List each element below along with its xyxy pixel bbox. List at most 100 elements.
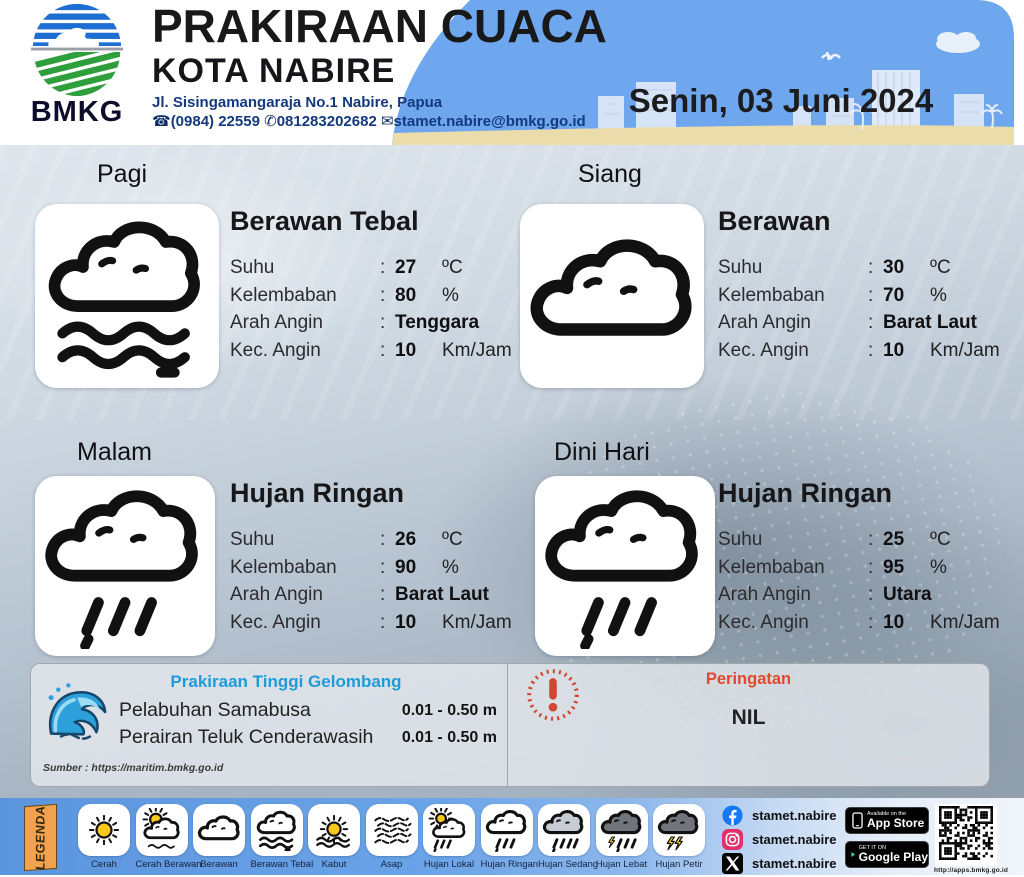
legend-items: Cerah Cerah Berawan Berawan Berawan Teba…: [78, 804, 705, 870]
store-badges: Available on the App Store GET IT ON Googl…: [845, 807, 929, 875]
metric-row-kec-angin: Kec. Angin : 10 Km/Jam: [230, 609, 525, 637]
mobile-phone-icon: ✆: [264, 113, 277, 130]
metric-colon: :: [868, 556, 874, 578]
cerah-berawan-icon: [135, 804, 188, 856]
metric-colon: :: [380, 257, 386, 278]
cloud-art: [936, 32, 980, 53]
weather-icon-card: [35, 204, 219, 388]
legend-item: Berawan Tebal: [250, 804, 314, 870]
legend-item: Hujan Petir: [653, 804, 705, 870]
metric-label: Kelembaban: [718, 556, 825, 578]
legend-item: Asap: [365, 804, 418, 870]
period-label: Siang: [578, 160, 642, 188]
warning-title: Peringatan: [705, 670, 792, 688]
metric-row-suhu: Suhu : 25 ºC: [718, 526, 1013, 554]
metric-label: Kec. Angin: [718, 339, 809, 361]
social-row-instagram: stamet.nabire: [722, 829, 837, 850]
qr-code: [935, 804, 997, 866]
legend-label: Cerah Berawan: [135, 859, 202, 870]
metric-row-suhu: Suhu : 26 ºC: [230, 526, 525, 554]
google-play-badge: GET IT ON Google Play: [845, 841, 929, 868]
warning-value: NIL: [731, 706, 766, 729]
bottom-info-box: Prakiraan Tinggi Gelombang Pelabuhan Sam…: [30, 663, 990, 787]
legend-label: Hujan Sedang: [538, 859, 599, 870]
legend-label: Berawan Tebal: [250, 859, 314, 870]
legend-item: Kabut: [308, 804, 360, 870]
metric-label: Suhu: [718, 257, 763, 278]
metric-value: 10: [395, 611, 417, 633]
metric-value: 10: [883, 339, 905, 361]
legend-item: Hujan Lebat: [595, 804, 648, 870]
kabut-icon: [308, 804, 360, 856]
panel-dini-hari: Dini Hari Hujan Ringan Suhu : 25 ºC Kele…: [535, 438, 1024, 693]
metric-colon: :: [380, 284, 386, 306]
legend-bar: LEGENDA Cerah Cerah Berawan Berawan Bera…: [0, 798, 1024, 875]
instagram-handle: stamet.nabire: [752, 832, 837, 847]
metric-label: Suhu: [718, 529, 763, 550]
metric-label: Suhu: [230, 257, 275, 278]
qr-caption: http://apps.bmkg.go.id: [934, 867, 1009, 874]
metric-colon: :: [868, 611, 874, 633]
x-handle: stamet.nabire: [752, 856, 837, 871]
badge-line1: GET IT ON: [858, 845, 886, 851]
metric-value: 90: [395, 556, 417, 578]
legend-item: Berawan: [193, 804, 245, 870]
metric-unit: ºC: [930, 529, 951, 550]
contact-line: ☎(0984) 22559 ✆081283202682 ✉stamet.nabi…: [152, 112, 607, 132]
metric-value: Barat Laut: [395, 584, 489, 605]
legend-label: Berawan: [200, 859, 238, 870]
metric-colon: :: [380, 339, 386, 361]
metric-row-arah-angin: Arah Angin : Barat Laut: [230, 581, 525, 609]
metric-unit: %: [442, 284, 459, 306]
wave-forecast-title: Prakiraan Tinggi Gelombang: [170, 672, 402, 691]
condition-title: Berawan: [718, 206, 831, 236]
wave-forecast-section: Prakiraan Tinggi Gelombang Pelabuhan Sam…: [31, 664, 507, 786]
period-info: Hujan Ringan Suhu : 25 ºC Kelembaban : 9…: [718, 478, 1013, 636]
wave-location: Perairan Teluk Cenderawasih: [119, 726, 374, 748]
metric-colon: :: [380, 312, 386, 333]
metric-colon: :: [868, 284, 874, 306]
badge-line2: App Store: [867, 816, 925, 830]
legend-item: Hujan Ringan: [480, 804, 538, 870]
wave-location: Pelabuhan Samabusa: [119, 699, 311, 721]
facebook-handle: stamet.nabire: [752, 808, 837, 823]
metric-row-arah-angin: Arah Angin : Utara: [718, 581, 1013, 609]
metric-colon: :: [868, 529, 874, 550]
metric-unit: Km/Jam: [442, 339, 512, 361]
metric-row-suhu: Suhu : 27 ºC: [230, 254, 525, 282]
metric-colon: :: [868, 584, 874, 605]
metric-label: Arah Angin: [230, 584, 323, 605]
metric-colon: :: [380, 556, 386, 578]
wave-source: Sumber : https://maritim.bmkg.go.id: [43, 762, 224, 774]
facebook-icon: [722, 805, 743, 826]
bmkg-logo-text: BMKG: [30, 96, 124, 128]
panel-siang: Siang Berawan Suhu : 30 ºC Kelembaban : …: [520, 160, 1010, 415]
metric-label: Arah Angin: [718, 312, 811, 333]
metric-value: Barat Laut: [883, 312, 977, 333]
period-label: Pagi: [97, 160, 148, 188]
header: BMKG PRAKIRAAN CUACA KOTA NABIRE Jl. Sis…: [0, 0, 1024, 145]
warning-section: Peringatan NIL: [507, 664, 989, 786]
metric-unit: Km/Jam: [930, 339, 1000, 361]
berawan-tebal-icon: [250, 804, 303, 856]
cerah-icon: [78, 804, 130, 856]
metric-label: Arah Angin: [718, 584, 811, 605]
social-row-x: stamet.nabire: [722, 853, 837, 874]
hujan-sedang-icon: [538, 804, 590, 856]
metric-value: 26: [395, 529, 417, 550]
metric-value: Utara: [883, 584, 932, 605]
period-info: Berawan Suhu : 30 ºC Kelembaban : 70 % A…: [718, 206, 1013, 364]
metric-value: 70: [883, 284, 905, 306]
phone-outline-icon: [852, 812, 863, 829]
legend-item: Cerah Berawan: [135, 804, 202, 870]
x-icon: [722, 853, 743, 874]
metric-label: Kec. Angin: [230, 339, 321, 361]
page-subtitle: KOTA NABIRE: [152, 52, 396, 90]
metric-row-kelembaban: Kelembaban : 80 %: [230, 282, 525, 310]
title-block: PRAKIRAAN CUACA KOTA NABIRE Jl. Sisingam…: [152, 0, 607, 132]
metric-colon: :: [868, 339, 874, 361]
legend-label: Asap: [380, 859, 403, 870]
phone-icon: ☎: [152, 113, 171, 130]
phone-number-2: 081283202682: [276, 113, 377, 130]
